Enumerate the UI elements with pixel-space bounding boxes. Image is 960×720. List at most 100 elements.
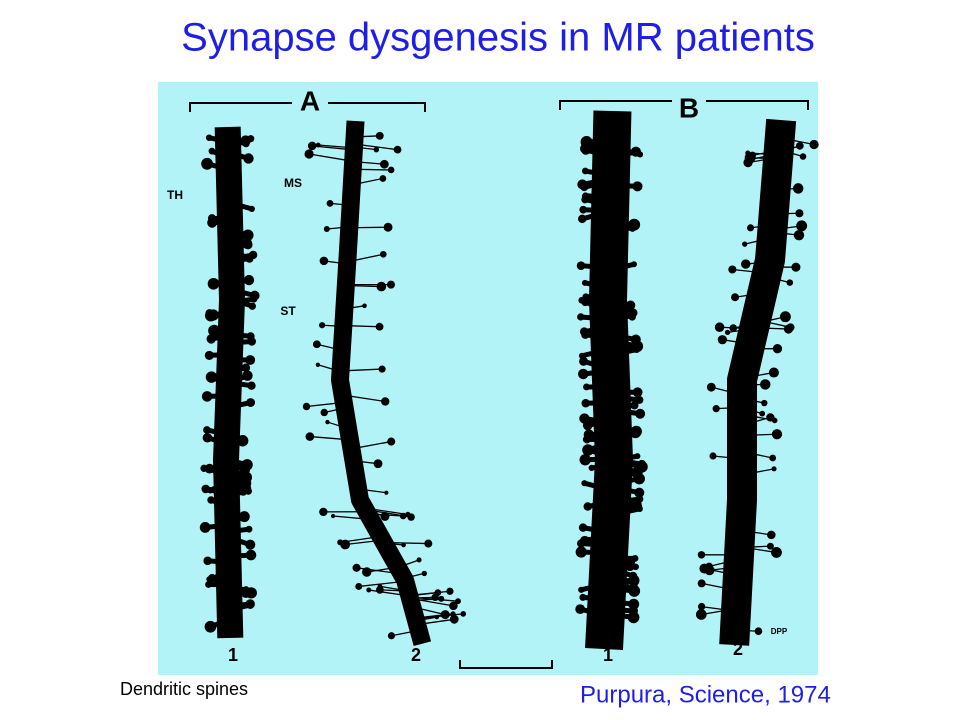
spine-neck [342,394,386,403]
spine-head [632,181,643,192]
spine-neck [383,541,429,545]
spine-neck [582,594,607,603]
spine-head [245,599,255,609]
spine-head [578,586,585,593]
spine-head [204,620,217,633]
spine-head [208,324,221,337]
spine-neck [317,364,341,373]
spine-head [245,525,253,533]
spine-neck [347,253,384,263]
spine-head [247,337,257,346]
spine-neck [584,300,610,313]
spine-neck [585,193,611,202]
spine-neck [231,296,255,305]
spine-head [304,149,314,159]
spine-head [576,261,586,270]
spine-head [581,145,591,155]
spine-head [449,601,458,611]
spine-neck [779,137,815,146]
spine-head [579,356,589,366]
spine-neck [591,462,615,471]
spine-head [630,146,641,157]
spine-neck [744,237,772,245]
citation: Purpura, Science, 1974 [580,681,831,708]
spine-neck [230,250,251,260]
spine-head [205,134,213,142]
spine-head [242,370,253,381]
spine-head [383,222,393,232]
spine-neck [225,468,248,481]
spine-head [578,214,587,224]
spine-head [746,224,755,232]
spine-neck [741,468,775,476]
spine-neck [329,202,351,207]
spine-head [709,452,717,460]
spine-neck [734,629,759,632]
spine-neck [409,590,450,597]
spine-head [575,604,586,615]
spine-neck [701,608,737,616]
panel-label: B [679,92,699,123]
spine-head [786,279,794,286]
spine-neck [778,149,804,158]
brackets [189,100,809,669]
spine-head [376,281,387,292]
spine-head [728,265,737,274]
spine-head [779,311,791,323]
spine-head [724,329,731,335]
spine-neck [581,346,611,359]
spine-neck [384,542,404,546]
spine-head [381,397,390,406]
spine-neck [309,435,351,441]
spine-head [760,379,771,390]
spine-neck [354,135,380,138]
spine-head [387,632,396,640]
spine-head [627,611,640,624]
spine-neck [752,149,779,156]
dendrite-label: 2 [411,645,421,665]
spine-head [373,459,383,469]
spine-head [243,240,253,250]
spine-head [246,254,254,261]
spine-head [583,502,592,511]
spine-head [241,483,252,494]
spine-head [579,454,591,466]
spine-head [438,595,445,602]
spine-head [248,302,256,310]
spine-neck [333,515,371,521]
spine-head [245,355,256,365]
spine-head [407,513,415,521]
spine-head [581,167,589,175]
spine-head [204,350,214,360]
spine-neck [582,525,611,536]
spine-head [387,166,395,174]
spine-head [630,584,639,593]
spine-head [238,511,250,523]
spine-neck [719,326,755,330]
spine-head [637,459,647,469]
spine-neck [397,559,420,568]
spine-neck [741,397,765,404]
spine-head [628,598,640,610]
spine-head [312,340,321,349]
spine-head [792,183,804,194]
spine-head [635,408,646,419]
spine-neck [750,224,773,229]
spine-head [387,437,396,446]
spine-head [373,146,380,153]
spine-neck [605,606,634,614]
spine-neck [741,433,778,437]
spine-neck [754,327,789,330]
spine-neck [318,144,355,149]
spine-head [706,382,716,392]
dendrite-shaft [213,126,245,639]
spine-neck [316,343,342,351]
spine-head [577,539,586,548]
spine-head [769,454,777,462]
spine-neck [345,284,382,288]
spine-neck [352,168,392,171]
spine-neck [327,421,349,430]
spine-neck [741,413,775,422]
spine-head [386,280,396,289]
